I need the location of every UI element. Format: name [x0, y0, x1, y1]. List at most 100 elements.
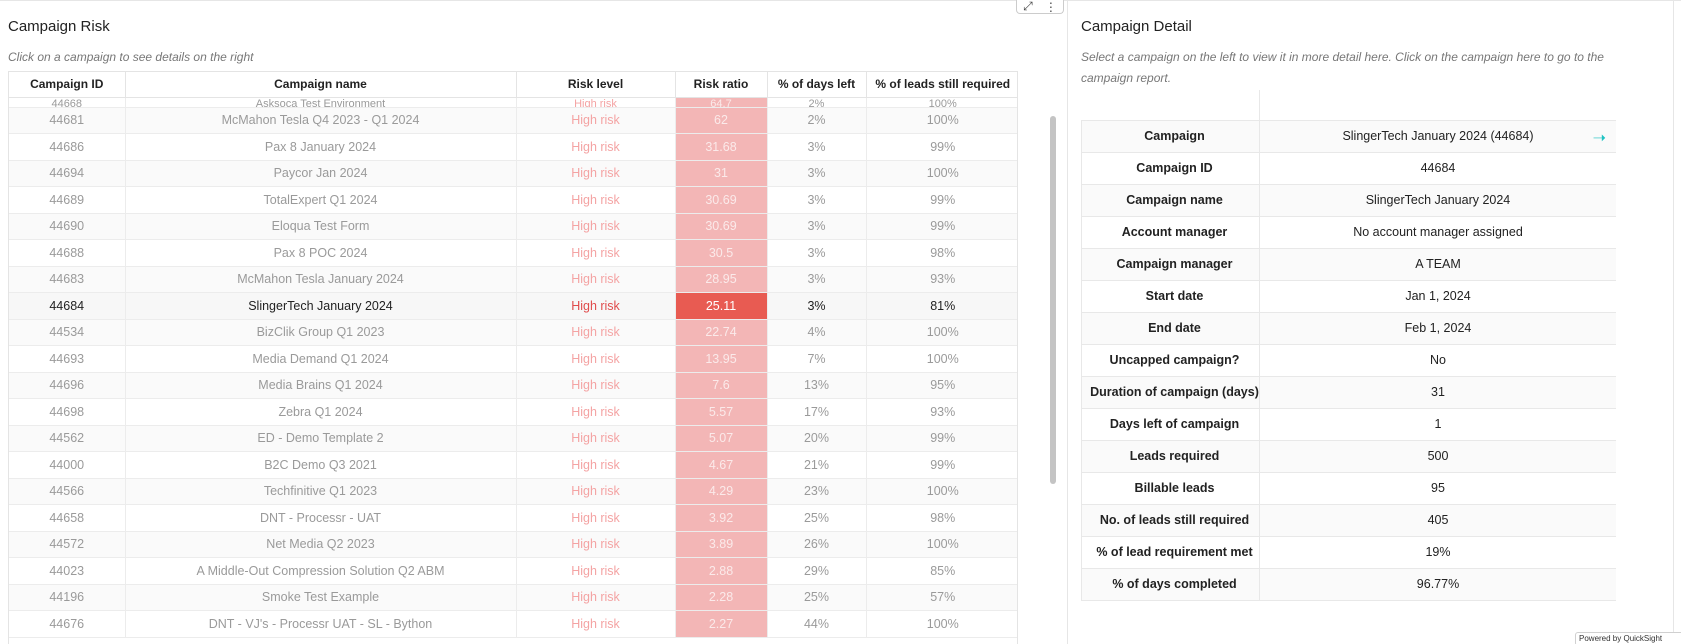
campaign-detail-panel: Campaign Detail Select a campaign on the…	[1069, 0, 1681, 644]
risk-ratio-cell: 28.95	[675, 266, 768, 293]
campaign-name-cell: Eloqua Test Form	[125, 213, 517, 240]
table-row[interactable]: 44694 Paycor Jan 2024 High risk 31 3% 100%	[9, 160, 1017, 187]
table-row[interactable]: 44676 DNT - VJ's - Processr UAT - SL - By…	[9, 610, 1017, 638]
table-row[interactable]: 44698 Zebra Q1 2024 High risk 5.57 17% 93%	[9, 398, 1017, 426]
detail-row: Billable leads 95	[1081, 471, 1616, 505]
days-left-cell: 13%	[767, 372, 867, 399]
campaign-name-cell: Techfinitive Q1 2023	[125, 478, 517, 505]
detail-label: Account manager	[1081, 215, 1260, 249]
table-row[interactable]: 44668 Asksoca Test Environment High risk 64…	[9, 97, 1017, 108]
campaign-name-cell: A Middle-Out Compression Solution Q2 ABM	[125, 557, 517, 585]
more-vertical-icon[interactable]: ⋮	[1044, 0, 1057, 14]
table-row[interactable]: 44696 Media Brains Q1 2024 High risk 7.6 13%…	[9, 372, 1017, 399]
table-header-row: Campaign ID Campaign name Risk level Risk r…	[9, 72, 1017, 98]
table-body: 44668 Asksoca Test Environment High risk 64…	[9, 97, 1017, 638]
detail-row: Campaign manager A TEAM	[1081, 247, 1616, 281]
leads-required-cell: 100%	[866, 160, 1017, 187]
table-row[interactable]: 44686 Pax 8 January 2024 High risk 31.68 3% 9…	[9, 133, 1017, 161]
detail-label: Start date	[1081, 279, 1260, 313]
campaign-id-cell: 44566	[9, 478, 126, 505]
table-row[interactable]: 44566 Techfinitive Q1 2023 High risk 4.29 23…	[9, 478, 1017, 505]
campaign-name-cell: McMahon Tesla Q4 2023 - Q1 2024	[125, 107, 517, 134]
risk-ratio-cell: 3.89	[675, 531, 768, 558]
table-row[interactable]: 44658 DNT - Processr - UAT High risk 3.92 25…	[9, 504, 1017, 532]
table-row[interactable]: 44681 McMahon Tesla Q4 2023 - Q1 2024 High…	[9, 107, 1017, 134]
detail-row: End date Feb 1, 2024	[1081, 311, 1616, 345]
leads-required-cell: 99%	[866, 425, 1017, 452]
campaign-id-cell: 44534	[9, 319, 126, 346]
campaign-risk-title: Campaign Risk	[8, 18, 110, 35]
campaign-name-cell: McMahon Tesla January 2024	[125, 266, 517, 293]
table-row[interactable]: 44196 Smoke Test Example High risk 2.28 25% 5…	[9, 584, 1017, 611]
campaign-link[interactable]: SlingerTech January 2024 (44684)	[1342, 129, 1534, 143]
risk-level-cell: High risk	[516, 451, 676, 479]
expand-icon[interactable]: ⤢	[1023, 0, 1033, 13]
table-row[interactable]: 44688 Pax 8 POC 2024 High risk 30.5 3% 98%	[9, 239, 1017, 267]
risk-level-cell: High risk	[516, 610, 676, 638]
campaign-name-cell: Net Media Q2 2023	[125, 531, 517, 558]
detail-row: Start date Jan 1, 2024	[1081, 279, 1616, 313]
detail-row-campaign[interactable]: Campaign SlingerTech January 2024 (44684…	[1081, 119, 1616, 153]
leads-required-cell: 100%	[866, 97, 1017, 108]
column-header[interactable]: Risk level	[516, 72, 676, 98]
risk-level-cell: High risk	[516, 398, 676, 426]
detail-row: Days left of campaign 1	[1081, 407, 1616, 441]
detail-row: Uncapped campaign? No	[1081, 343, 1616, 377]
campaign-id-cell: 44696	[9, 372, 126, 399]
campaign-name-cell: DNT - Processr - UAT	[125, 504, 517, 532]
column-header[interactable]: Risk ratio	[675, 72, 768, 98]
leads-required-cell: 98%	[866, 239, 1017, 267]
detail-label: Campaign manager	[1081, 247, 1260, 281]
risk-level-cell: High risk	[516, 584, 676, 611]
campaign-id-cell: 44023	[9, 557, 126, 585]
detail-row: % of lead requirement met 19%	[1081, 535, 1616, 569]
leads-required-cell: 98%	[866, 504, 1017, 532]
detail-value: 1	[1259, 407, 1616, 441]
leads-required-cell: 99%	[866, 186, 1017, 214]
column-header[interactable]: Campaign ID	[9, 72, 126, 98]
table-row-selected[interactable]: 44684 SlingerTech January 2024 High risk 25…	[9, 292, 1017, 320]
risk-level-cell: High risk	[516, 319, 676, 346]
campaign-name-cell: Pax 8 POC 2024	[125, 239, 517, 267]
detail-label: Uncapped campaign?	[1081, 343, 1260, 377]
table-row[interactable]: 44000 B2C Demo Q3 2021 High risk 4.67 21% 99%	[9, 451, 1017, 479]
table-row[interactable]: 44690 Eloqua Test Form High risk 30.69 3% 99%	[9, 213, 1017, 240]
risk-level-cell: High risk	[516, 531, 676, 558]
column-header[interactable]: % of leads still required	[866, 72, 1017, 98]
visual-menu[interactable]: ⤢ ⋮	[1016, 0, 1064, 14]
detail-value: 44684	[1259, 151, 1616, 185]
campaign-link-cell[interactable]: SlingerTech January 2024 (44684) ➝	[1259, 119, 1616, 153]
campaign-name-cell: TotalExpert Q1 2024	[125, 186, 517, 214]
campaign-name-cell: Asksoca Test Environment	[125, 97, 517, 108]
arrow-right-icon[interactable]: ➝	[1592, 129, 1606, 147]
risk-ratio-cell: 30.69	[675, 186, 768, 214]
campaign-id-cell: 44684	[9, 292, 126, 320]
campaign-name-cell: SlingerTech January 2024	[125, 292, 517, 320]
risk-ratio-cell: 2.28	[675, 584, 768, 611]
table-row[interactable]: 44683 McMahon Tesla January 2024 High risk…	[9, 266, 1017, 293]
days-left-cell: 7%	[767, 345, 867, 373]
risk-ratio-cell: 2.88	[675, 557, 768, 585]
detail-value: No account manager assigned	[1259, 215, 1616, 249]
days-left-cell: 26%	[767, 531, 867, 558]
column-header[interactable]: % of days left	[767, 72, 867, 98]
table-row[interactable]: 44023 A Middle-Out Compression Solution Q…	[9, 557, 1017, 585]
column-header[interactable]: Campaign name	[125, 72, 517, 98]
leads-required-cell: 81%	[866, 292, 1017, 320]
table-row[interactable]: 44562 ED - Demo Template 2 High risk 5.07 20…	[9, 425, 1017, 452]
table-row[interactable]: 44572 Net Media Q2 2023 High risk 3.89 26% 10…	[9, 531, 1017, 558]
table-row[interactable]: 44689 TotalExpert Q1 2024 High risk 30.69 3%…	[9, 186, 1017, 214]
risk-ratio-cell: 31.68	[675, 133, 768, 161]
campaign-detail-subtitle: Select a campaign on the left to view it…	[1081, 50, 1604, 85]
risk-level-cell: High risk	[516, 425, 676, 452]
leads-required-cell: 93%	[866, 398, 1017, 426]
top-border	[0, 0, 1681, 1]
table-scrollbar-thumb[interactable]	[1050, 116, 1056, 484]
campaign-id-cell: 44693	[9, 345, 126, 373]
detail-value: Jan 1, 2024	[1259, 279, 1616, 313]
detail-blank-row	[1081, 90, 1616, 121]
powered-by-badge[interactable]: Powered by QuickSight	[1575, 632, 1681, 644]
leads-required-cell: 93%	[866, 266, 1017, 293]
table-row[interactable]: 44534 BizClik Group Q1 2023 High risk 22.74…	[9, 319, 1017, 346]
table-row[interactable]: 44693 Media Demand Q1 2024 High risk 13.95 7…	[9, 345, 1017, 373]
